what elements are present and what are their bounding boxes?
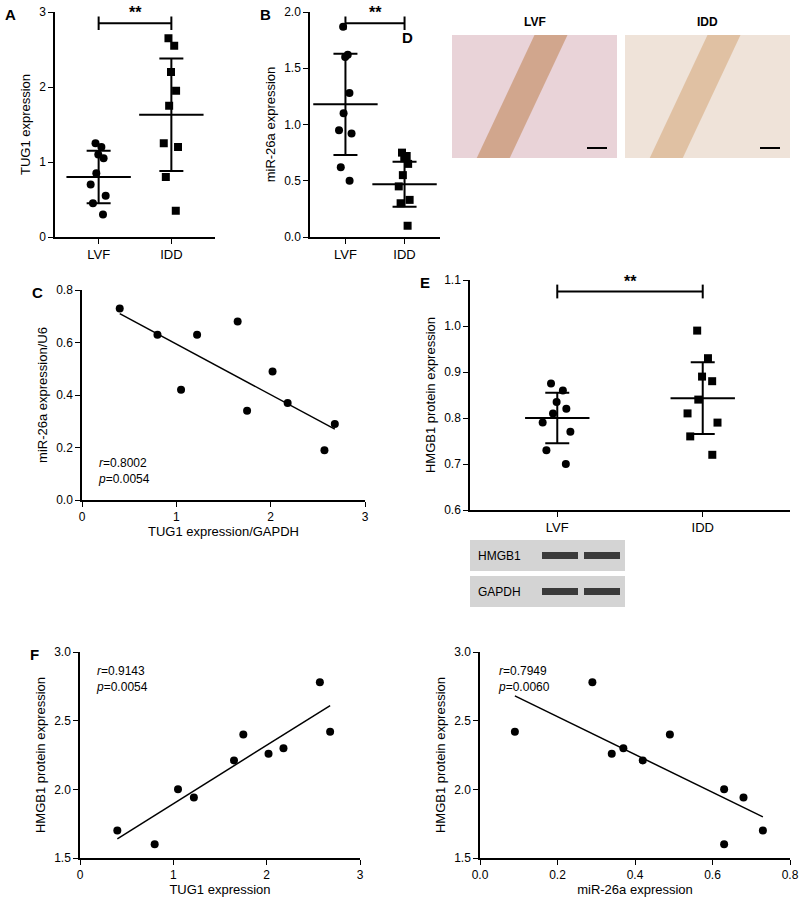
svg-text:LVF: LVF [87, 247, 110, 262]
svg-text:0.0: 0.0 [472, 868, 489, 882]
svg-text:2.5: 2.5 [54, 714, 71, 728]
svg-text:LVF: LVF [334, 247, 357, 262]
svg-text:0.7: 0.7 [444, 457, 461, 471]
svg-text:C: C [32, 284, 43, 301]
svg-text:**: ** [624, 273, 637, 290]
svg-text:1.0: 1.0 [284, 118, 301, 132]
svg-text:LVF: LVF [524, 15, 546, 29]
svg-text:1: 1 [170, 868, 177, 882]
svg-text:0.8: 0.8 [56, 283, 73, 297]
svg-text:0.6: 0.6 [444, 503, 461, 517]
svg-text:GAPDH: GAPDH [478, 585, 521, 599]
svg-text:1.0: 1.0 [444, 319, 461, 333]
svg-text:0.8: 0.8 [782, 868, 799, 882]
svg-text:IDD: IDD [393, 247, 415, 262]
svg-text:IDD: IDD [697, 15, 718, 29]
svg-text:3.0: 3.0 [54, 645, 71, 659]
svg-text:IDD: IDD [160, 247, 182, 262]
svg-text:E: E [420, 274, 430, 291]
svg-text:2.0: 2.0 [454, 783, 471, 797]
svg-text:0.4: 0.4 [56, 388, 73, 402]
svg-text:0.6: 0.6 [56, 336, 73, 350]
svg-text:r=0.7949p=0.0060: r=0.7949p=0.0060 [498, 664, 550, 694]
svg-text:F: F [30, 646, 39, 663]
svg-text:0: 0 [39, 230, 46, 244]
svg-text:3: 3 [39, 5, 46, 19]
svg-text:2: 2 [263, 868, 270, 882]
svg-text:0.8: 0.8 [444, 411, 461, 425]
svg-text:0.6: 0.6 [704, 868, 721, 882]
svg-text:0.5: 0.5 [284, 174, 301, 188]
svg-text:0.2: 0.2 [56, 441, 73, 455]
svg-text:1: 1 [173, 510, 180, 524]
svg-text:**: ** [129, 4, 142, 21]
svg-text:0.2: 0.2 [549, 868, 566, 882]
svg-text:LVF: LVF [546, 520, 569, 535]
svg-text:HMGB1: HMGB1 [478, 549, 521, 563]
svg-text:A: A [5, 6, 16, 23]
svg-text:1.5: 1.5 [454, 851, 471, 865]
svg-text:0: 0 [79, 510, 86, 524]
svg-text:TUG1 expression/GAPDH: TUG1 expression/GAPDH [148, 524, 299, 539]
svg-text:TUG1 expression: TUG1 expression [169, 882, 270, 897]
svg-text:0.0: 0.0 [56, 493, 73, 507]
svg-text:0.9: 0.9 [444, 365, 461, 379]
svg-text:2: 2 [39, 80, 46, 94]
svg-text:0.4: 0.4 [627, 868, 644, 882]
svg-text:HMGB1 protein expression: HMGB1 protein expression [423, 317, 438, 473]
svg-text:3: 3 [357, 868, 364, 882]
svg-text:HMGB1 protein expression: HMGB1 protein expression [33, 677, 48, 833]
svg-text:3.0: 3.0 [454, 645, 471, 659]
svg-text:2.5: 2.5 [454, 714, 471, 728]
svg-text:0: 0 [77, 868, 84, 882]
svg-text:miR-26a expression/U6: miR-26a expression/U6 [35, 327, 50, 463]
svg-text:HMGB1 protein expression: HMGB1 protein expression [433, 677, 448, 833]
svg-text:1.1: 1.1 [444, 273, 461, 287]
svg-text:miR-26a expression: miR-26a expression [263, 67, 278, 183]
svg-text:1: 1 [39, 155, 46, 169]
svg-text:B: B [260, 6, 271, 23]
svg-text:2: 2 [267, 510, 274, 524]
svg-text:r=0.8002p=0.0054: r=0.8002p=0.0054 [98, 456, 150, 486]
svg-text:1.5: 1.5 [284, 61, 301, 75]
svg-text:2.0: 2.0 [54, 783, 71, 797]
svg-text:TUG1 expression: TUG1 expression [18, 74, 33, 175]
svg-text:IDD: IDD [692, 520, 714, 535]
svg-text:miR-26a expression: miR-26a expression [577, 882, 693, 897]
svg-text:3: 3 [362, 510, 369, 524]
svg-text:1.5: 1.5 [54, 851, 71, 865]
svg-text:D: D [402, 29, 413, 46]
svg-text:r=0.9143p=0.0054: r=0.9143p=0.0054 [96, 664, 148, 694]
svg-text:0.0: 0.0 [284, 230, 301, 244]
svg-text:**: ** [369, 4, 382, 21]
svg-text:2.0: 2.0 [284, 5, 301, 19]
